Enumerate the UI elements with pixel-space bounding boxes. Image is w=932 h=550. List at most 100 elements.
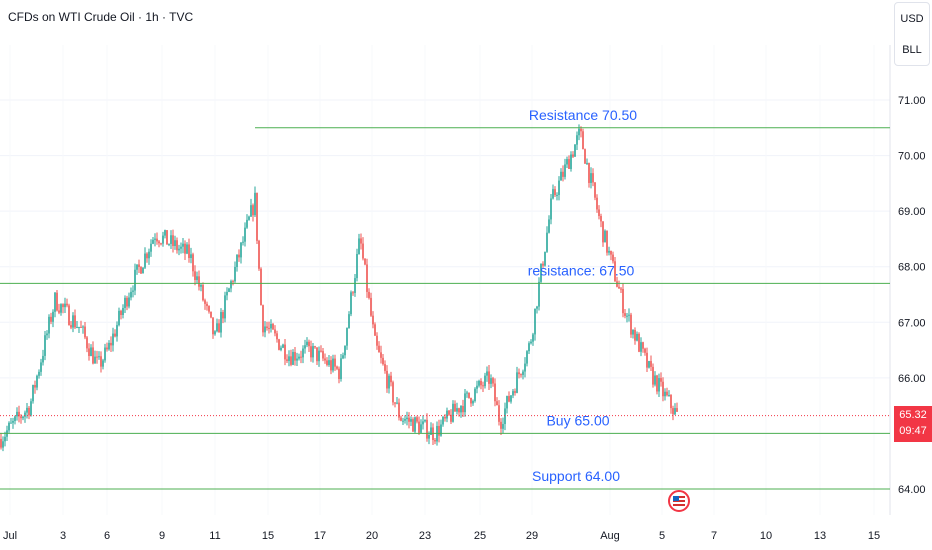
candle-body [230,281,232,289]
x-tick-label: 15 [262,530,274,542]
candle-body [662,381,664,397]
candle-body [146,253,148,259]
candle-body [384,364,386,371]
candle-body [22,416,24,419]
candle-body [412,419,414,432]
candle-body [536,306,538,309]
candle-body [438,425,440,436]
candle-body [418,421,420,433]
candle-body [630,314,632,335]
candle-body [54,292,56,312]
us-flag-icon[interactable] [668,490,690,512]
unit-selector[interactable]: USD BLL [894,2,930,66]
candle-body [100,356,102,367]
candle-body [52,311,54,322]
candle-body [148,251,150,259]
candle-body [244,227,246,242]
candle-body [298,356,300,359]
candle-body [496,401,498,406]
candle-body [448,410,450,415]
candle-body [612,254,614,262]
candle-body [210,311,212,318]
x-tick-label: 11 [209,530,220,542]
candle-body [188,244,190,259]
candle-body [504,408,506,425]
candle-body [658,378,660,392]
candle-body [618,286,620,289]
candle-body [450,414,452,422]
candle-body [62,304,64,308]
candle-body [354,278,356,293]
candle-body [56,292,58,311]
candle-body [550,198,552,220]
candle-body [670,395,672,409]
x-tick-label: 25 [474,530,486,542]
candle-body [66,303,68,306]
candle-body [588,162,590,183]
candle-body [642,342,644,349]
candle-body [90,347,92,356]
candle-body [352,292,354,294]
candle-body [664,391,666,397]
candle-body [576,135,578,145]
candles-group [0,124,678,452]
candle-body [454,403,456,412]
candle-body [186,244,188,254]
x-tick-label: Aug [600,530,620,542]
candle-body [38,371,40,376]
candle-body [296,358,298,361]
candle-body [482,385,484,387]
candle-body [246,219,248,228]
candle-body [464,393,466,413]
candle-body [332,358,334,371]
candle-body [444,416,446,419]
candle-body [12,420,14,423]
candle-body [170,235,172,244]
candle-body [370,297,372,316]
candle-body [152,239,154,244]
candle-body [650,361,652,367]
candle-body [638,333,640,352]
currency-label[interactable]: USD [900,12,924,25]
candle-body [168,243,170,245]
candle-body [554,189,556,196]
candle-body [88,348,90,356]
candle-body [128,297,130,307]
candle-body [484,375,486,387]
candle-body [108,342,110,350]
candle-body [236,254,238,267]
candle-body [50,316,52,322]
candle-body [396,402,398,404]
candle-body [334,358,336,367]
candle-body [606,230,608,253]
candle-body [30,401,32,416]
candle-body [312,346,314,358]
unit-label[interactable]: BLL [902,43,922,56]
candle-body [620,288,622,290]
candle-body [82,326,84,328]
candle-body [558,180,560,195]
candle-body [228,288,230,292]
candle-body [524,363,526,372]
candle-body [150,243,152,252]
candle-body [660,378,662,382]
candle-body [16,411,18,417]
candle-body [294,352,296,361]
candle-body [440,424,442,436]
level-label: Resistance 70.50 [529,107,637,123]
candle-body [2,441,4,448]
candle-body [424,419,426,422]
candle-body [568,159,570,169]
candle-body [314,346,316,348]
candle-body [60,304,62,313]
candle-body [200,285,202,287]
candle-body [64,303,66,308]
candle-body [198,276,200,287]
candle-body [242,241,244,243]
candle-body [72,315,74,328]
candle-body [404,419,406,421]
candle-body [226,291,228,296]
candle-body [486,371,488,376]
candle-body [164,230,166,236]
